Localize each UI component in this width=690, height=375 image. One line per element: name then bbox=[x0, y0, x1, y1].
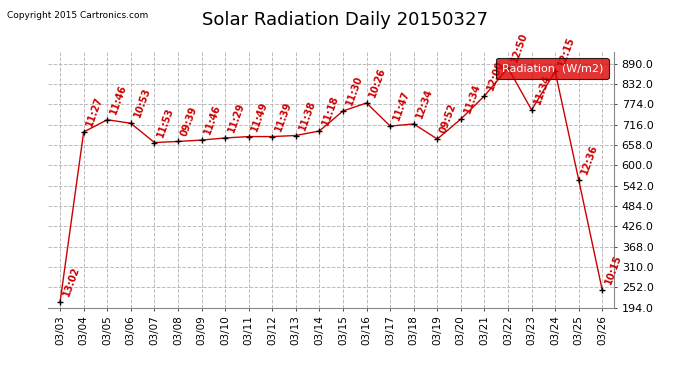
Text: Solar Radiation Daily 20150327: Solar Radiation Daily 20150327 bbox=[202, 11, 488, 29]
Text: 11:34: 11:34 bbox=[533, 73, 553, 106]
Text: 09:39: 09:39 bbox=[179, 105, 199, 137]
Text: 12:36: 12:36 bbox=[580, 143, 600, 176]
Text: 12:15: 12:15 bbox=[556, 34, 576, 67]
Text: 11:18: 11:18 bbox=[321, 94, 341, 127]
Text: 11:39: 11:39 bbox=[273, 100, 293, 132]
Text: 13:02: 13:02 bbox=[61, 265, 81, 298]
Text: 10:53: 10:53 bbox=[132, 87, 152, 119]
Text: 11:30: 11:30 bbox=[344, 74, 364, 107]
Text: 11:27: 11:27 bbox=[85, 95, 105, 128]
Text: 11:34: 11:34 bbox=[462, 82, 482, 115]
Text: 11:38: 11:38 bbox=[297, 99, 317, 131]
Text: 12:34: 12:34 bbox=[415, 87, 435, 120]
Text: 11:46: 11:46 bbox=[108, 83, 128, 116]
Text: 12:00: 12:00 bbox=[486, 59, 506, 92]
Text: 11:46: 11:46 bbox=[203, 104, 223, 136]
Text: 10:15: 10:15 bbox=[604, 254, 624, 286]
Text: 11:47: 11:47 bbox=[391, 89, 411, 122]
Text: 12:50: 12:50 bbox=[509, 31, 529, 64]
Text: 10:26: 10:26 bbox=[368, 66, 388, 99]
Text: 11:29: 11:29 bbox=[226, 101, 246, 134]
Text: Copyright 2015 Cartronics.com: Copyright 2015 Cartronics.com bbox=[7, 11, 148, 20]
Legend: Radiation  (W/m2): Radiation (W/m2) bbox=[496, 58, 609, 79]
Text: 11:53: 11:53 bbox=[155, 106, 175, 138]
Text: 11:49: 11:49 bbox=[250, 100, 270, 132]
Text: 09:52: 09:52 bbox=[438, 102, 458, 135]
